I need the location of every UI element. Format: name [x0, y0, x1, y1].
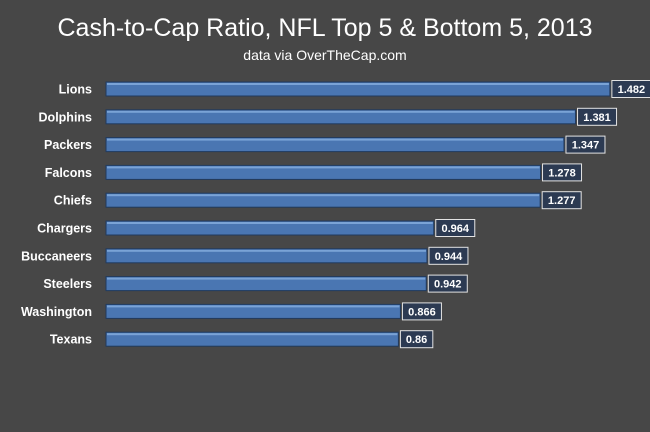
category-label: Lions	[59, 83, 92, 97]
bar-highlight	[107, 194, 540, 197]
bar-highlight	[107, 222, 433, 224]
category-label: Chargers	[37, 222, 92, 236]
category-label: Packers	[44, 138, 92, 152]
category-label: Buccaneers	[21, 249, 92, 263]
bar	[105, 331, 399, 347]
data-label-box	[399, 330, 434, 349]
data-label-box	[565, 135, 606, 154]
bar	[105, 137, 565, 153]
bar	[105, 303, 401, 319]
data-label: 1.482	[618, 84, 646, 96]
data-label: 0.86	[406, 334, 427, 346]
data-label: 1.278	[548, 167, 576, 179]
data-label-box	[435, 219, 476, 237]
category-label: Dolphins	[39, 110, 93, 124]
data-label: 0.964	[441, 223, 469, 235]
data-label-box	[611, 80, 650, 98]
bar	[105, 192, 541, 208]
bar	[105, 276, 427, 292]
data-label: 1.381	[583, 112, 611, 124]
bar	[105, 81, 611, 97]
bar-highlight	[107, 166, 540, 169]
chart-subtitle: data via OverTheCap.com	[243, 47, 406, 63]
bar	[105, 248, 428, 264]
data-label-box	[542, 163, 583, 182]
category-label: Falcons	[45, 166, 92, 180]
data-label-box	[577, 107, 618, 126]
data-label-box	[401, 302, 442, 321]
category-label: Washington	[21, 305, 92, 319]
data-label-box	[541, 191, 582, 210]
data-label-box	[428, 246, 469, 265]
bar-highlight	[107, 110, 575, 113]
bar-highlight	[107, 249, 426, 252]
bar	[105, 164, 542, 180]
bar-highlight	[107, 277, 426, 280]
bar-highlight	[107, 138, 563, 141]
bar-highlight	[107, 305, 400, 308]
chart-title: Cash-to-Cap Ratio, NFL Top 5 & Bottom 5,…	[58, 14, 593, 42]
category-label: Texans	[50, 333, 92, 347]
bar	[105, 220, 435, 236]
data-label: 1.277	[548, 195, 576, 207]
data-label-box	[427, 274, 468, 293]
bar	[105, 109, 577, 125]
data-label: 0.942	[434, 279, 462, 291]
data-label: 1.347	[572, 140, 600, 152]
category-label: Chiefs	[54, 194, 92, 208]
category-label: Steelers	[43, 277, 92, 291]
data-label: 0.944	[435, 251, 463, 263]
bar-highlight	[107, 333, 398, 336]
plot-area: Lions 1.482 Dolphins 1.381 Packers 1.347 Falco…	[21, 80, 650, 349]
data-label: 0.866	[408, 306, 436, 318]
bar-highlight	[107, 83, 609, 85]
